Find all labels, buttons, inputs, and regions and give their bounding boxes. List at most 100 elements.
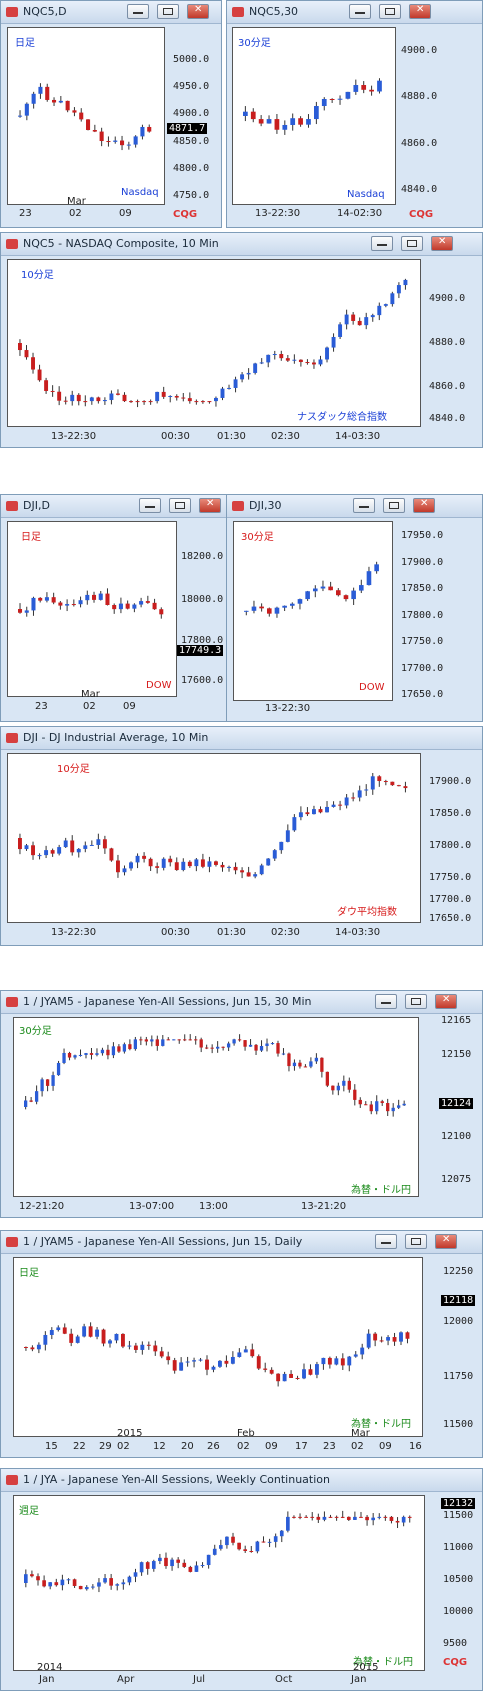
candle	[82, 1326, 87, 1337]
candle	[395, 1520, 400, 1523]
candle	[148, 858, 153, 867]
minimize-icon	[381, 998, 391, 1004]
chart-window-jya-weekly[interactable]: 1 / JYA - Japanese Yen-All Sessions, Wee…	[0, 1468, 483, 1691]
candle	[57, 391, 62, 401]
maximize-button[interactable]	[401, 236, 423, 251]
candle	[370, 776, 375, 790]
candle	[183, 1039, 187, 1041]
minimize-button[interactable]	[371, 236, 393, 251]
candle	[73, 1055, 77, 1058]
candle	[407, 1516, 412, 1518]
candle	[109, 1578, 113, 1586]
title-bar[interactable]: NQC5,30 ✕	[227, 1, 482, 24]
title-bar[interactable]: 1 / JYAM5 - Japanese Yen-All Sessions, J…	[1, 991, 482, 1014]
candle-series	[18, 772, 408, 879]
cqg-logo: CQG	[173, 209, 198, 220]
candle	[198, 1359, 203, 1361]
candle	[313, 588, 318, 592]
candle	[243, 1549, 248, 1551]
plot-area[interactable]	[13, 1257, 423, 1437]
chart-window-nqc5-30min[interactable]: NQC5,30 ✕ 30分足 Nasdaq 4900.0 4880.0 4860…	[226, 0, 483, 228]
x-tick: 14-03:30	[335, 927, 381, 938]
maximize-button[interactable]	[157, 4, 179, 19]
maximize-button[interactable]	[169, 498, 191, 513]
plot-area[interactable]	[7, 27, 165, 205]
instrument-label: DOW	[359, 682, 385, 693]
close-button[interactable]: ✕	[199, 498, 221, 513]
plot-area[interactable]	[13, 1495, 425, 1671]
maximize-button[interactable]	[379, 4, 401, 19]
candle	[30, 1347, 35, 1350]
candle	[84, 1053, 88, 1055]
candle	[181, 861, 186, 871]
candle	[69, 1333, 74, 1343]
candle	[266, 354, 271, 363]
maximize-button[interactable]	[405, 1234, 427, 1249]
candle	[206, 1554, 211, 1566]
close-button[interactable]: ✕	[435, 994, 457, 1009]
candle	[51, 1075, 55, 1086]
title-bar[interactable]: 1 / JYAM5 - Japanese Yen-All Sessions, J…	[1, 1231, 482, 1254]
minimize-button[interactable]	[375, 1234, 397, 1249]
candle	[361, 85, 367, 90]
plot-area[interactable]	[7, 753, 421, 923]
title-bar[interactable]: DJI - DJ Industrial Average, 10 Min	[1, 727, 482, 750]
cqg-app-icon	[6, 1475, 18, 1485]
close-button[interactable]: ✕	[435, 1234, 457, 1249]
maximize-button[interactable]	[405, 994, 427, 1009]
chart-window-nqc5-10min[interactable]: NQC5 - NASDAQ Composite, 10 Min ✕ 10分足 ナ…	[0, 232, 483, 448]
chart-window-dji-daily[interactable]: DJI,D ✕ 日足 DOW 18200.0 18000.0 17800.0 1…	[0, 494, 236, 722]
candle	[255, 1541, 260, 1552]
candle	[50, 390, 55, 392]
candle	[78, 1585, 83, 1590]
minimize-button[interactable]	[353, 498, 375, 513]
minimize-button[interactable]	[139, 498, 161, 513]
minimize-button[interactable]	[349, 4, 371, 19]
close-button[interactable]: ✕	[431, 236, 453, 251]
title-bar[interactable]: NQC5,D ✕	[1, 1, 221, 24]
close-button[interactable]: ✕	[409, 4, 431, 19]
candle	[98, 593, 103, 600]
plot-area[interactable]	[233, 521, 393, 701]
maximize-button[interactable]	[383, 498, 405, 513]
title-bar[interactable]: 1 / JYA - Japanese Yen-All Sessions, Wee…	[1, 1469, 482, 1492]
title-bar[interactable]: NQC5 - NASDAQ Composite, 10 Min ✕	[1, 233, 482, 256]
minimize-button[interactable]	[127, 4, 149, 19]
title-bar[interactable]: DJI,D ✕	[1, 495, 235, 518]
plot-area[interactable]	[7, 521, 177, 697]
close-button[interactable]: ✕	[413, 498, 435, 513]
y-tick: 10000	[443, 1606, 474, 1617]
x-tick: Jan	[39, 1674, 55, 1685]
candle	[390, 781, 395, 786]
x-tick: 23	[19, 208, 32, 219]
maximize-icon	[411, 1238, 421, 1245]
title-bar[interactable]: DJI,30 ✕	[227, 495, 482, 518]
candle	[117, 1046, 121, 1052]
chart-window-dji-30min[interactable]: DJI,30 ✕ 30分足 DOW 17950.0 17900.0 17850.…	[226, 494, 483, 722]
candle	[188, 1566, 193, 1572]
minimize-button[interactable]	[375, 994, 397, 1009]
candle	[316, 1516, 321, 1520]
timeframe-label: 10分足	[21, 270, 54, 281]
candle	[151, 1561, 156, 1569]
y-tick-top: 12165	[441, 1015, 472, 1026]
candle	[164, 1557, 168, 1567]
x-tick: 17	[295, 1441, 308, 1452]
plot-area[interactable]	[232, 27, 396, 205]
chart-window-jyam5-30min[interactable]: 1 / JYAM5 - Japanese Yen-All Sessions, J…	[0, 990, 483, 1218]
chart-window-nqc5-daily[interactable]: NQC5,D ✕ 日足 Nasdaq 5000.0 4950.0 4900.0 …	[0, 0, 222, 228]
chart-window-jyam5-daily[interactable]: 1 / JYAM5 - Japanese Yen-All Sessions, J…	[0, 1230, 483, 1458]
close-button[interactable]: ✕	[187, 4, 209, 19]
plot-area[interactable]	[7, 259, 421, 427]
candle	[18, 343, 22, 351]
x-tick: Jan	[351, 1674, 367, 1685]
candle	[357, 790, 362, 798]
y-tick: 10500	[443, 1574, 474, 1585]
chart-window-dji-10min[interactable]: DJI - DJ Industrial Average, 10 Min 10分足…	[0, 726, 483, 946]
plot-area[interactable]	[13, 1017, 419, 1197]
candle	[116, 860, 120, 873]
candle	[374, 564, 379, 572]
candle	[267, 1541, 272, 1543]
candle	[76, 394, 81, 402]
y-tick: 12100	[441, 1131, 472, 1142]
